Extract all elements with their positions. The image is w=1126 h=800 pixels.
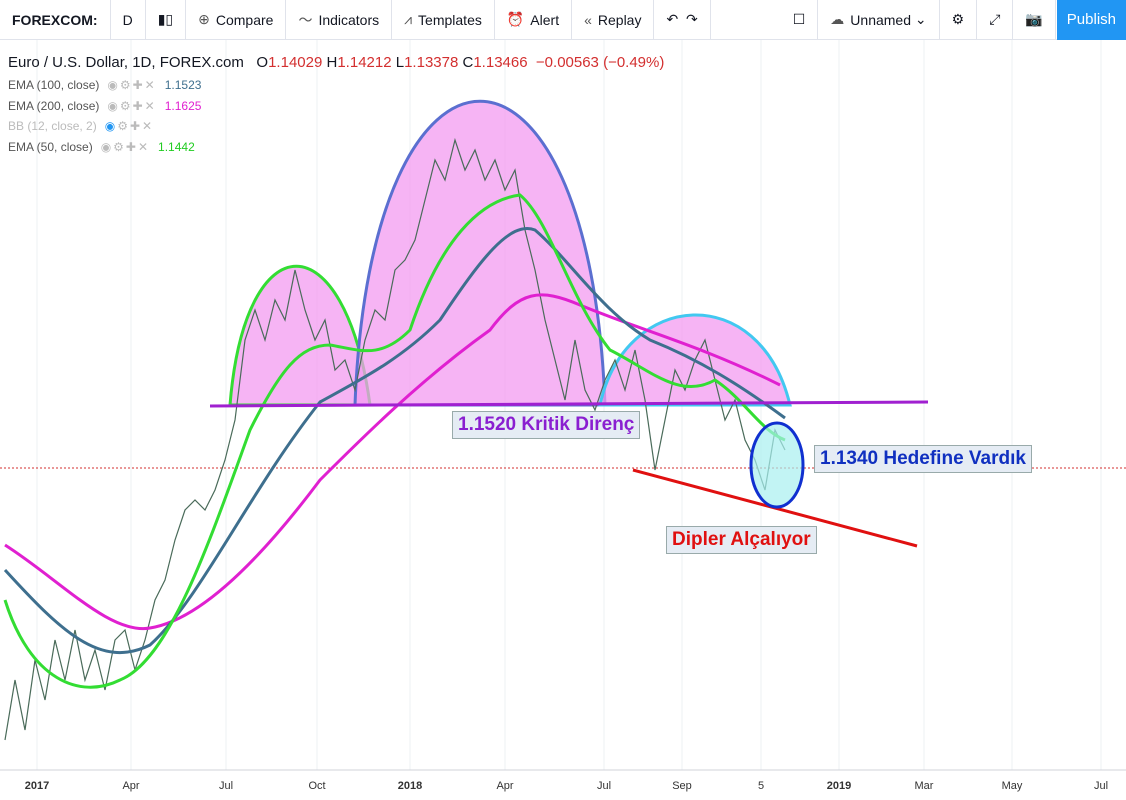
time-label: Apr <box>122 780 139 792</box>
ohlc-label: H <box>326 54 338 71</box>
annotation: Dipler Alçalıyor <box>666 526 817 554</box>
annotation: 1.1340 Hedefine Vardık <box>814 445 1032 473</box>
compare[interactable]: ⊕ Compare <box>186 0 287 40</box>
time-label: Jul <box>1094 780 1108 792</box>
ohlc-value: 1.14212 <box>337 54 392 71</box>
time-label: May <box>1002 780 1023 792</box>
time-label: 2017 <box>25 780 49 792</box>
ohlc-value: 1.14029 <box>268 54 323 71</box>
templates[interactable]: ⩘ Templates <box>392 0 495 40</box>
study: BB (12, close, 2) ◉⚙✚✕ <box>8 119 155 134</box>
replay[interactable]: «Replay <box>572 0 655 40</box>
publish[interactable]: Publish <box>1056 0 1126 40</box>
time-label: 5 <box>758 780 764 792</box>
study: EMA (200, close) ◉⚙✚✕ 1.1625 <box>8 98 202 113</box>
symbol[interactable]: FOREXCOM: <box>0 0 111 40</box>
snapshot[interactable]: 📷 <box>1013 0 1056 40</box>
ohlc-label: L <box>395 54 405 71</box>
change: −0.00563 (−0.49%) <box>535 54 665 71</box>
settings[interactable]: ⚙ <box>940 0 978 40</box>
time-label: 2018 <box>398 780 422 792</box>
ohlc-value: 1.13378 <box>404 54 459 71</box>
target-ellipse <box>749 421 805 509</box>
alert[interactable]: ⏰ Alert <box>495 0 573 40</box>
chart: 2017 Apr Jul Oct 2018 Apr Jul Sep 5 2019 Mar May Jul <box>0 40 1126 792</box>
ohlc-label: O <box>256 54 269 71</box>
undo-redo[interactable]: ↶ ↷ <box>654 0 711 40</box>
toolbar: FOREXCOM: D ▮▯ ⊕ Compare 〜 Indicators ⩘ Tem… <box>0 0 1126 40</box>
interval[interactable]: D <box>111 0 146 40</box>
ema-100 <box>3 227 786 655</box>
legend: Euro / U.S. Dollar, 1D, FOREX.com O1.140… <box>8 54 664 157</box>
ohlc-label: C <box>462 54 474 71</box>
ema-50 <box>3 193 786 689</box>
legend-title: Euro / U.S. Dollar, 1D, FOREX.com <box>8 54 244 71</box>
layout-toggle[interactable]: ☐ <box>781 0 819 40</box>
indicators[interactable]: 〜 Indicators <box>286 0 393 40</box>
study: EMA (50, close) ◉⚙✚✕ 1.1442 <box>8 139 195 154</box>
time-label: Mar <box>915 780 934 792</box>
time-label: 2019 <box>827 780 851 792</box>
annotation: 1.1520 Kritik Direnç <box>452 411 641 439</box>
ohlc-value: 1.13466 <box>473 54 528 71</box>
resistance-line <box>209 400 929 408</box>
ema-200 <box>4 293 781 631</box>
chart-style[interactable]: ▮▯ <box>146 0 187 40</box>
time-label: Oct <box>308 780 325 792</box>
layout[interactable]: ☁ Unnamed ⌄ <box>818 0 940 40</box>
time-label: Jul <box>219 780 233 792</box>
time-label: Sep <box>672 780 692 792</box>
time-label: Jul <box>597 780 611 792</box>
time-label: Apr <box>496 780 513 792</box>
study: EMA (100, close) ◉⚙✚✕ 1.1523 <box>8 78 202 93</box>
fullscreen[interactable]: ⤢ <box>977 0 1014 40</box>
